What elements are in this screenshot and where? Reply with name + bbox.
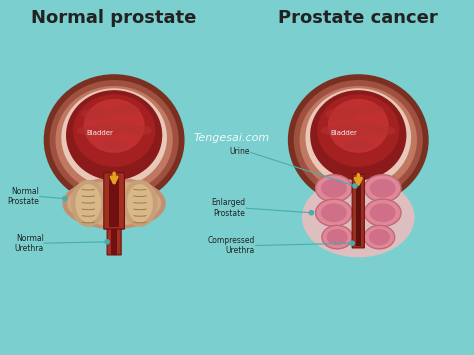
Text: Normal
Prostate: Normal Prostate: [7, 187, 39, 206]
Circle shape: [353, 184, 357, 188]
Ellipse shape: [93, 121, 135, 135]
Text: Normal prostate: Normal prostate: [31, 9, 197, 27]
Ellipse shape: [328, 99, 389, 153]
Bar: [111, 229, 117, 255]
Ellipse shape: [83, 99, 145, 153]
Ellipse shape: [300, 86, 417, 194]
Ellipse shape: [322, 225, 352, 249]
Text: Enlarged
Prostate: Enlarged Prostate: [211, 198, 246, 218]
Ellipse shape: [61, 88, 167, 187]
Text: Urine: Urine: [230, 147, 250, 156]
Ellipse shape: [63, 178, 166, 229]
Ellipse shape: [81, 108, 114, 120]
Circle shape: [105, 240, 109, 244]
Text: Bladder: Bladder: [331, 130, 357, 136]
Ellipse shape: [369, 229, 390, 245]
Ellipse shape: [55, 86, 173, 194]
Ellipse shape: [77, 126, 100, 135]
Ellipse shape: [44, 74, 184, 206]
Text: Tengesai.com: Tengesai.com: [193, 132, 270, 143]
Circle shape: [309, 211, 313, 215]
Ellipse shape: [317, 94, 400, 167]
Ellipse shape: [365, 175, 401, 202]
Ellipse shape: [66, 90, 162, 180]
Ellipse shape: [337, 121, 379, 135]
Ellipse shape: [122, 180, 157, 227]
Ellipse shape: [310, 90, 406, 180]
Ellipse shape: [370, 179, 396, 198]
Ellipse shape: [316, 199, 352, 226]
Ellipse shape: [365, 199, 401, 226]
FancyBboxPatch shape: [352, 174, 365, 248]
Ellipse shape: [128, 126, 152, 135]
Text: Normal
Urethra: Normal Urethra: [14, 234, 44, 253]
FancyBboxPatch shape: [107, 229, 121, 255]
Ellipse shape: [356, 105, 384, 114]
Ellipse shape: [127, 184, 153, 223]
Ellipse shape: [373, 126, 396, 135]
Ellipse shape: [294, 80, 423, 200]
Ellipse shape: [326, 108, 358, 120]
Ellipse shape: [305, 88, 411, 187]
Ellipse shape: [112, 105, 140, 114]
Ellipse shape: [327, 229, 348, 245]
Ellipse shape: [302, 178, 415, 257]
Circle shape: [63, 197, 67, 201]
Text: Bladder: Bladder: [87, 130, 113, 136]
Ellipse shape: [100, 140, 128, 149]
Ellipse shape: [73, 94, 155, 167]
Ellipse shape: [67, 181, 161, 226]
Ellipse shape: [288, 74, 428, 206]
Bar: [356, 175, 360, 248]
Text: Prostate cancer: Prostate cancer: [278, 9, 438, 27]
FancyBboxPatch shape: [104, 173, 125, 229]
Circle shape: [350, 241, 354, 245]
Bar: [356, 176, 361, 246]
Ellipse shape: [321, 126, 344, 135]
Bar: [109, 175, 119, 227]
Ellipse shape: [71, 180, 106, 227]
Ellipse shape: [344, 140, 373, 149]
Ellipse shape: [316, 175, 352, 202]
Ellipse shape: [75, 184, 101, 223]
Ellipse shape: [364, 225, 395, 249]
Ellipse shape: [321, 203, 347, 222]
Ellipse shape: [50, 80, 179, 200]
Ellipse shape: [370, 203, 396, 222]
Text: Compressed
Urethra: Compressed Urethra: [208, 236, 255, 255]
Ellipse shape: [321, 179, 347, 198]
